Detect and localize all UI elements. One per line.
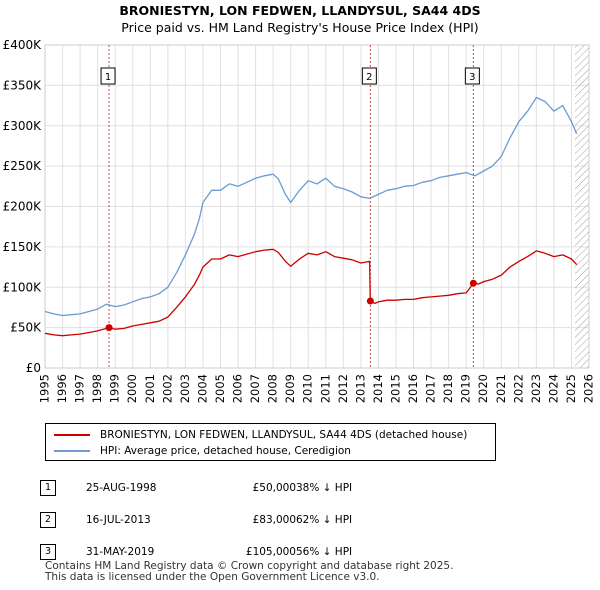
x-tick-label: 2022 [511, 374, 525, 403]
sale-number-badge: 2 [40, 512, 56, 528]
sale-marker-badge-label: 2 [366, 72, 372, 83]
x-tick-label: 1997 [73, 374, 87, 403]
sale-date: 31-MAY-2019 [86, 546, 155, 558]
chart-legend: BRONIESTYN, LON FEDWEN, LLANDYSUL, SA44 … [45, 423, 496, 461]
x-tick-label: 2012 [336, 374, 350, 403]
x-tick-label: 1998 [90, 374, 104, 403]
x-tick-label: 1996 [55, 374, 69, 403]
table-row: 3 31-MAY-2019 £105,000 56% ↓ HPI [40, 536, 416, 568]
sale-marker-badge-label: 1 [105, 72, 111, 83]
series-line-hpi [44, 96, 578, 317]
chart-title: BRONIESTYN, LON FEDWEN, LLANDYSUL, SA44 … [119, 3, 481, 18]
y-tick-label: £250K [3, 159, 43, 173]
sale-marker-badge [100, 67, 116, 85]
sale-price: £83,000 [252, 514, 296, 526]
legend-label-property: BRONIESTYN, LON FEDWEN, LLANDYSUL, SA44 … [100, 429, 468, 441]
forecast-hatch-region [574, 45, 589, 368]
sale-point [366, 297, 374, 305]
sale-number-badge: 1 [40, 480, 56, 496]
sale-marker-badge [464, 67, 480, 85]
sale-point [469, 279, 477, 287]
y-tick-label: £50K [10, 321, 42, 335]
price-chart: 1 2 3 £0 £50K £100K £150K £200K £250K £300K £350K £… [3, 38, 596, 403]
sale-marker-badge-label: 3 [469, 72, 475, 83]
plot-border [44, 44, 590, 369]
x-tick-label: 2001 [143, 374, 157, 403]
x-tick-label: 2014 [371, 374, 385, 403]
x-tick-label: 1995 [38, 374, 52, 403]
sale-number-badge: 3 [40, 544, 56, 560]
legend-swatch-property [54, 434, 90, 436]
series-line-property [44, 248, 578, 337]
x-tick-label: 2007 [248, 374, 262, 403]
y-tick-label: £100K [3, 280, 43, 294]
footer-line-licence: This data is licensed under the Open Gov… [45, 571, 380, 583]
y-tick-label: £350K [3, 78, 43, 92]
sale-hpi-diff: 56% ↓ HPI [296, 546, 353, 558]
chart-subtitle: Price paid vs. HM Land Registry's House … [121, 20, 479, 35]
x-tick-label: 2025 [564, 374, 578, 403]
sale-point [105, 324, 113, 332]
table-row: 1 25-AUG-1998 £50,000 38% ↓ HPI [40, 472, 416, 504]
x-tick-label: 2026 [582, 374, 596, 403]
legend-swatch-hpi [54, 450, 90, 452]
x-tick-label: 2018 [441, 374, 455, 403]
x-tick-label: 2006 [231, 374, 245, 403]
x-tick-label: 2002 [160, 374, 174, 403]
x-tick-label: 2004 [195, 374, 209, 403]
x-tick-label: 2013 [353, 374, 367, 403]
sale-date: 16-JUL-2013 [86, 514, 151, 526]
sale-hpi-diff: 62% ↓ HPI [296, 514, 353, 526]
sale-marker-badge [361, 67, 377, 85]
y-tick-label: £200K [3, 200, 43, 214]
legend-item-property: BRONIESTYN, LON FEDWEN, LLANDYSUL, SA44 … [54, 427, 467, 443]
sale-price: £105,000 [245, 546, 296, 558]
x-tick-label: 2024 [546, 374, 560, 403]
y-tick-label: £0 [26, 361, 41, 375]
y-tick-label: £400K [3, 38, 43, 52]
x-tick-label: 2003 [178, 374, 192, 403]
x-tick-label: 2011 [318, 374, 332, 403]
sale-date: 25-AUG-1998 [86, 482, 157, 494]
x-tick-label: 2019 [459, 374, 473, 403]
legend-item-hpi: HPI: Average price, detached house, Cere… [54, 443, 351, 459]
x-tick-label: 2017 [424, 374, 438, 403]
x-tick-label: 2000 [125, 374, 139, 403]
x-tick-label: 1999 [108, 374, 122, 403]
x-tick-label: 2010 [301, 374, 315, 403]
y-tick-label: £150K [3, 240, 43, 254]
legend-label-hpi: HPI: Average price, detached house, Cere… [100, 445, 351, 457]
sale-hpi-diff: 38% ↓ HPI [296, 482, 353, 494]
sale-price: £50,000 [252, 482, 296, 494]
x-tick-label: 2020 [476, 374, 490, 403]
x-tick-label: 2005 [213, 374, 227, 403]
x-tick-label: 2016 [406, 374, 420, 403]
table-row: 2 16-JUL-2013 £83,000 62% ↓ HPI [40, 504, 416, 536]
x-tick-label: 2021 [494, 374, 508, 403]
x-tick-label: 2015 [388, 374, 402, 403]
footer-attribution: Contains HM Land Registry data © Crown c… [45, 561, 453, 583]
sales-table: 1 25-AUG-1998 £50,000 38% ↓ HPI 2 16-JUL… [40, 472, 416, 568]
x-tick-label: 2008 [266, 374, 280, 403]
x-tick-label: 2023 [529, 374, 543, 403]
x-tick-label: 2009 [283, 374, 297, 403]
footer-line-copyright: Contains HM Land Registry data © Crown c… [45, 560, 454, 572]
y-tick-label: £300K [3, 119, 43, 133]
